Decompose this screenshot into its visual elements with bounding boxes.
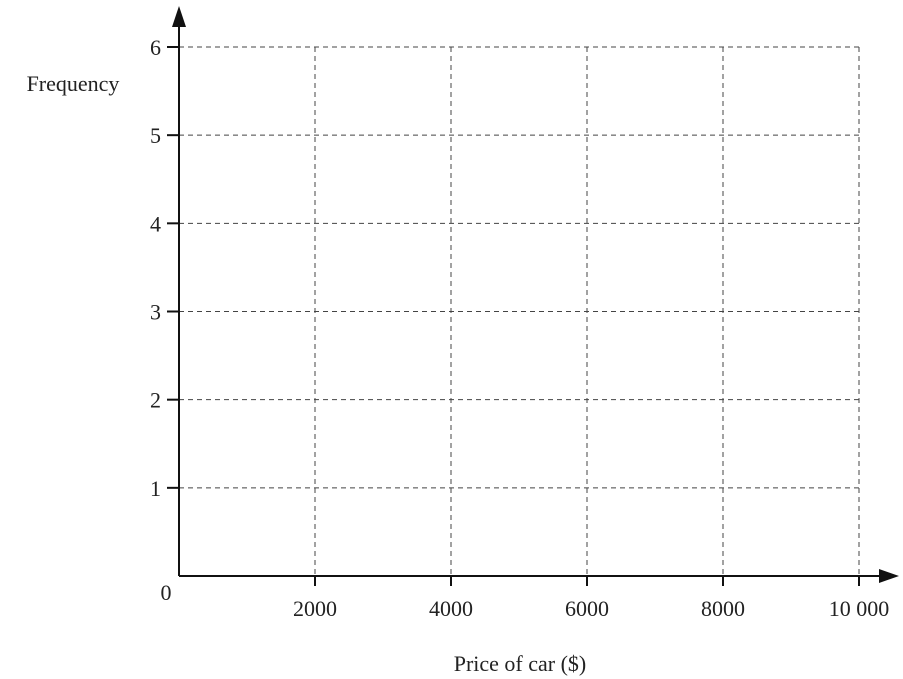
x-tick-label-8000: 8000 [701, 596, 745, 621]
grid-layer [179, 46, 860, 576]
y-tick-label-4: 4 [150, 211, 161, 236]
y-tick-label-2: 2 [150, 388, 161, 413]
x-tick-label-4000: 4000 [429, 596, 473, 621]
ticks-layer [167, 46, 860, 586]
y-axis-arrow-icon [172, 6, 186, 27]
y-tick-label-6: 6 [150, 35, 161, 60]
y-tick-label-1: 1 [150, 476, 161, 501]
x-axis-title: Price of car ($) [454, 651, 587, 676]
axes-layer [172, 6, 899, 583]
y-axis-title: Frequency [27, 71, 120, 96]
labels-layer: 0 Frequency Price of car ($) 1 2 3 4 5 6 2000 4… [27, 35, 890, 676]
x-axis-arrow-icon [879, 569, 899, 583]
x-tick-label-10000: 10 000 [829, 596, 890, 621]
y-tick-label-3: 3 [150, 300, 161, 325]
y-tick-label-5: 5 [150, 123, 161, 148]
origin-label: 0 [161, 580, 172, 605]
x-tick-label-2000: 2000 [293, 596, 337, 621]
x-tick-label-6000: 6000 [565, 596, 609, 621]
